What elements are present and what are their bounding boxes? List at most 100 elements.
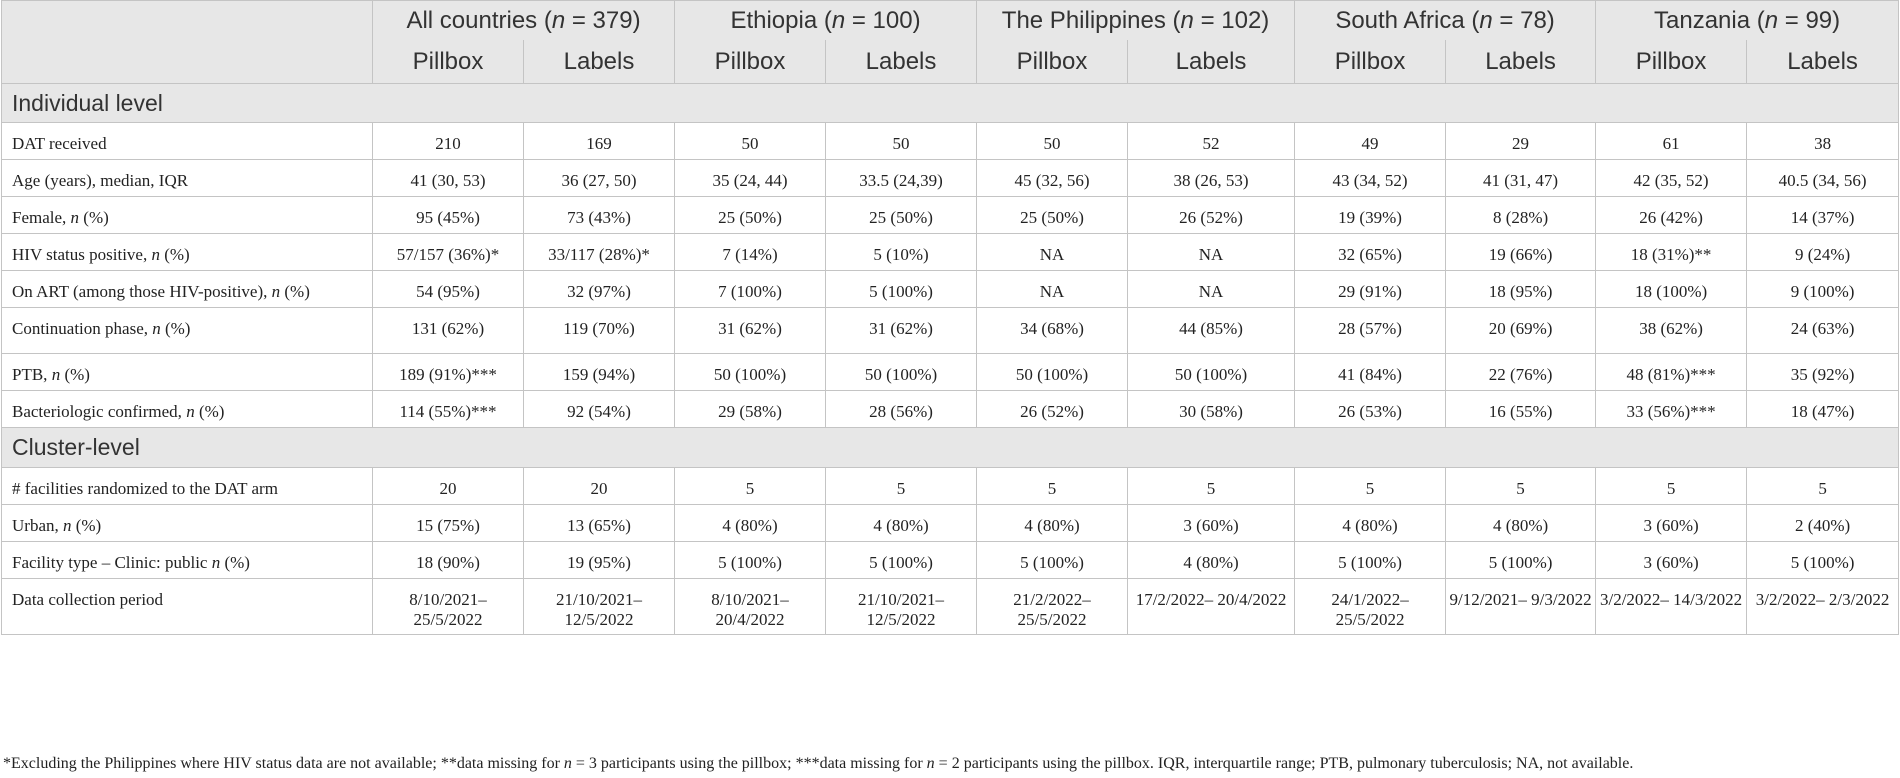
table-cell: 18 (95%) [1445,270,1597,308]
table-cell: 7 (100%) [674,270,827,308]
table-cell: 17/2/2022– 20/4/2022 [1127,578,1296,635]
table-cell: 28 (57%) [1294,307,1447,354]
table-cell: 4 (80%) [674,504,827,542]
table-cell: 44 (85%) [1127,307,1296,354]
table-cell: 25 (50%) [825,196,978,234]
row-label: Urban, n (%) [1,504,373,542]
table-cell: 2 (40%) [1746,504,1900,542]
table-cell: 25 (50%) [976,196,1129,234]
table-cell: 50 [976,122,1129,160]
header-row-groups: All countries (n = 379) Ethiopia (n = 10… [1,0,1900,84]
sub-header: Pillbox [976,40,1129,84]
row-label: Age (years), median, IQR [1,159,373,197]
table-cell: 20 [372,467,524,505]
table-cell: 5 (100%) [1746,541,1900,579]
table-cell: 29 (58%) [674,390,827,428]
row-label: Bacteriologic confirmed, n (%) [1,390,373,428]
table-row: Urban, n (%) 15 (75%) 13 (65%) 4 (80%) 4 (80… [1,504,1900,542]
table-cell: 5 [1595,467,1748,505]
group-header: Ethiopia (n = 100) [674,0,978,40]
table-cell: 119 (70%) [522,307,676,354]
group-header: South Africa (n = 78) [1294,0,1597,40]
row-label: Facility type – Clinic: public n (%) [1,541,373,579]
group-header: All countries (n = 379) [371,0,676,40]
sub-header: Labels [825,40,978,84]
table-cell: 20 [522,467,676,505]
table-cell: 54 (95%) [372,270,524,308]
table-cell: 5 [976,467,1129,505]
table-cell: 189 (91%)*** [372,353,524,391]
row-label: PTB, n (%) [1,353,373,391]
table-cell: 21/2/2022– 25/5/2022 [976,578,1129,635]
section-header-row: Individual level [0,83,1900,123]
table-cell: 5 [1445,467,1597,505]
table-cell: 25 (50%) [674,196,827,234]
sub-header: Pillbox [1595,40,1748,84]
table-cell: 9 (24%) [1746,233,1900,271]
table-row: Female, n (%) 95 (45%) 73 (43%) 25 (50%) 25 … [1,196,1900,234]
table-cell: NA [976,270,1129,308]
sub-header: Labels [522,40,676,84]
table-cell: 26 (52%) [1127,196,1296,234]
table-cell: 5 [1746,467,1900,505]
table-cell: 29 [1445,122,1597,160]
table-cell: 28 (56%) [825,390,978,428]
table-cell: 19 (39%) [1294,196,1447,234]
table-cell: 35 (92%) [1746,353,1900,391]
data-table: All countries (n = 379) Ethiopia (n = 10… [0,0,1900,635]
table-cell: 20 (69%) [1445,307,1597,354]
table-cell: 50 (100%) [1127,353,1296,391]
table-cell: 131 (62%) [372,307,524,354]
table-cell: 33/117 (28%)* [522,233,676,271]
table-cell: 26 (53%) [1294,390,1447,428]
table-cell: 3 (60%) [1595,504,1748,542]
table-cell: 4 (80%) [1294,504,1447,542]
table-cell: 29 (91%) [1294,270,1447,308]
table-cell: 18 (100%) [1595,270,1748,308]
table-cell: 31 (62%) [825,307,978,354]
table-cell: 159 (94%) [522,353,676,391]
table-cell: 5 (100%) [1445,541,1597,579]
table-cell: 5 (100%) [825,270,978,308]
table-row: # facilities randomized to the DAT arm 20… [1,467,1900,505]
section-header-row: Cluster-level [0,427,1900,468]
table-cell: 15 (75%) [372,504,524,542]
row-label: DAT received [1,122,373,160]
table-cell: 8/10/2021– 25/5/2022 [372,578,524,635]
table-cell: 5 (100%) [674,541,827,579]
table-cell: 49 [1294,122,1447,160]
section-title: Cluster-level [0,427,1900,468]
table-cell: 24/1/2022– 25/5/2022 [1294,578,1447,635]
table-cell: NA [976,233,1129,271]
table-cell: 33.5 (24,39) [825,159,978,197]
table-cell: 73 (43%) [522,196,676,234]
row-label: On ART (among those HIV-positive), n (%) [1,270,373,308]
sub-header: Labels [1445,40,1597,84]
table-cell: 38 (62%) [1595,307,1748,354]
table-cell: NA [1127,270,1296,308]
table-cell: 13 (65%) [522,504,676,542]
table-cell: 5 (10%) [825,233,978,271]
table-cell: 33 (56%)*** [1595,390,1748,428]
table-cell: 5 (100%) [976,541,1129,579]
table-cell: 32 (65%) [1294,233,1447,271]
table-cell: 14 (37%) [1746,196,1900,234]
group-header: Tanzania (n = 99) [1595,0,1900,40]
table-cell: 34 (68%) [976,307,1129,354]
group-header: The Philippines (n = 102) [976,0,1296,40]
table-row: PTB, n (%) 189 (91%)*** 159 (94%) 50 (100%)… [1,353,1900,391]
table-cell: 5 [1294,467,1447,505]
section-title: Individual level [0,83,1900,123]
table-cell: 43 (34, 52) [1294,159,1447,197]
row-label: HIV status positive, n (%) [1,233,373,271]
table-cell: 3 (60%) [1127,504,1296,542]
sub-header: Pillbox [1294,40,1447,84]
table-cell: 95 (45%) [372,196,524,234]
table-cell: 50 (100%) [976,353,1129,391]
table-cell: 16 (55%) [1445,390,1597,428]
table-cell: 36 (27, 50) [522,159,676,197]
table-cell: 19 (66%) [1445,233,1597,271]
sub-header: Pillbox [372,40,524,84]
table-cell: 3 (60%) [1595,541,1748,579]
table-cell: 50 [674,122,827,160]
